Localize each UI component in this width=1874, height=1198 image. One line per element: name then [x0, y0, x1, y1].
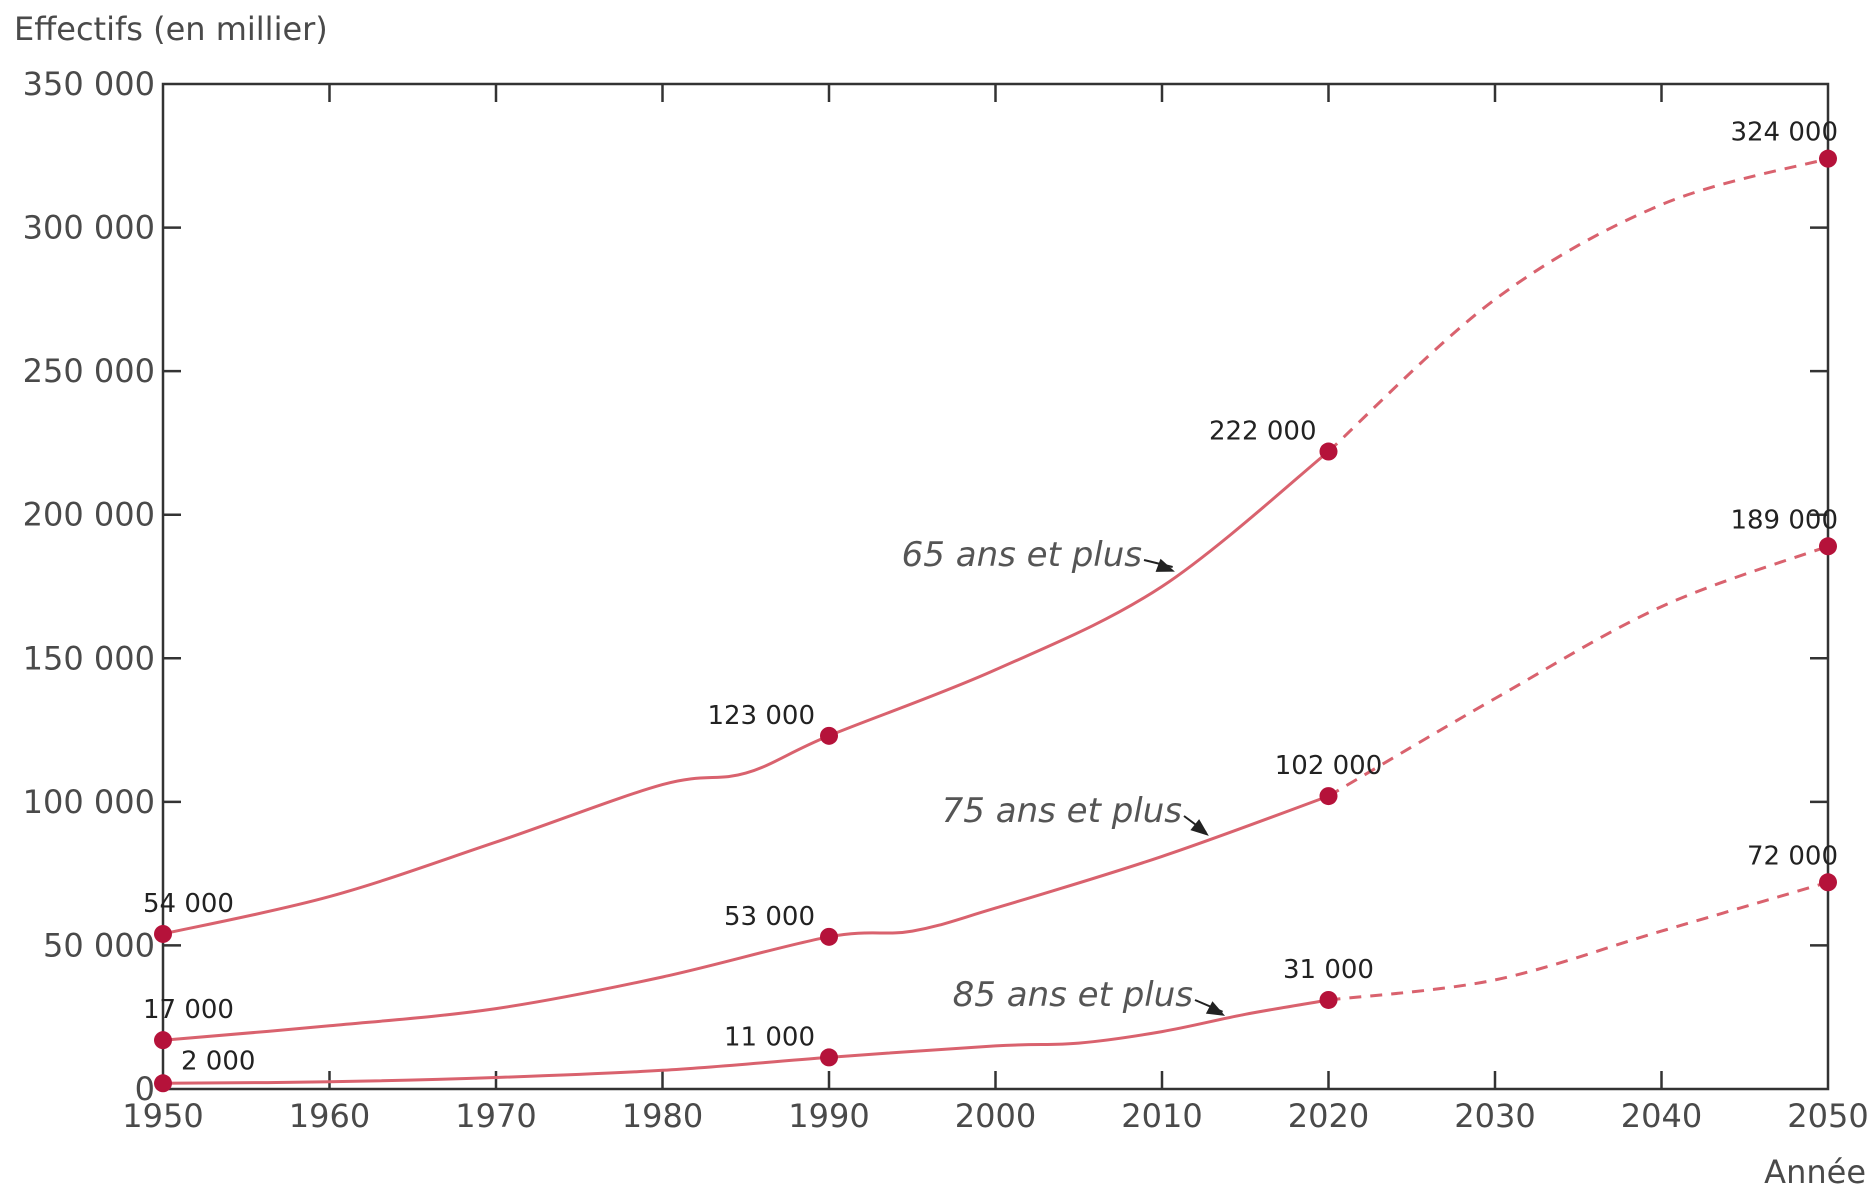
y-tick-label-350000: 350 000 — [23, 65, 155, 103]
marker-85-ans-et-plus-1950 — [154, 1074, 172, 1093]
marker-85-ans-et-plus-2020 — [1319, 990, 1338, 1009]
marker-85-ans-et-plus-1990 — [820, 1048, 838, 1067]
y-tick-label-300000: 300 000 — [23, 209, 155, 247]
data-markers: 54 000 123 000 222 000 324 000 17 000 53 000 1… — [143, 118, 1838, 1093]
marker-75-ans-et-plus-1950 — [154, 1031, 172, 1050]
series-label-arrowhead-65-ans-et-plus — [1155, 558, 1175, 572]
x-tick-label-1950: 1950 — [122, 1097, 203, 1135]
y-tick-label-250000: 250 000 — [23, 352, 155, 390]
data-label-65-ans-et-plus-1990: 123 000 — [707, 701, 815, 731]
data-label-65-ans-et-plus-2050: 324 000 — [1730, 118, 1838, 148]
plot-frame — [161, 82, 1830, 1091]
x-tick-label-2000: 2000 — [955, 1097, 1036, 1135]
x-tick-label-1990: 1990 — [788, 1097, 869, 1135]
series-label-75-ans-et-plus: 75 ans et plus — [942, 791, 1182, 831]
x-tick-label-1980: 1980 — [622, 1097, 703, 1135]
x-tick-label-1960: 1960 — [289, 1097, 370, 1135]
x-tick-label-2030: 2030 — [1454, 1097, 1535, 1135]
y-tick-label-150000: 150 000 — [23, 639, 155, 677]
series-label-arrowhead-85-ans-et-plus — [1205, 1001, 1226, 1016]
series-projection-85-ans-et-plus — [1328, 880, 1829, 1002]
marker-75-ans-et-plus-1990 — [820, 927, 838, 946]
data-label-75-ans-et-plus-2020: 102 000 — [1275, 751, 1383, 781]
series-labels: 65 ans et plus 75 ans et plus 85 ans et pl… — [902, 535, 1226, 1016]
data-label-85-ans-et-plus-1990: 11 000 — [724, 1022, 815, 1052]
y-tick-label-50000: 50 000 — [43, 926, 155, 964]
marker-85-ans-et-plus-2050 — [1819, 873, 1837, 892]
x-tick-label-2010: 2010 — [1121, 1097, 1202, 1135]
marker-65-ans-et-plus-1990 — [820, 726, 838, 745]
series-label-85-ans-et-plus: 85 ans et plus — [953, 975, 1193, 1015]
series-label-arrowhead-75-ans-et-plus — [1190, 819, 1209, 836]
x-tick-label-2040: 2040 — [1621, 1097, 1702, 1135]
axis-ticks: 1950 1960 1970 1980 1990 2000 2010 2020 2030 2040… — [23, 65, 1869, 1135]
y-tick-label-200000: 200 000 — [23, 496, 155, 534]
marker-65-ans-et-plus-2050 — [1819, 149, 1837, 168]
data-label-85-ans-et-plus-2020: 31 000 — [1283, 955, 1374, 985]
marker-65-ans-et-plus-2020 — [1319, 442, 1338, 461]
series-label-65-ans-et-plus: 65 ans et plus — [902, 535, 1142, 575]
data-label-75-ans-et-plus-1990: 53 000 — [724, 902, 815, 932]
data-label-85-ans-et-plus-2050: 72 000 — [1747, 841, 1838, 871]
data-label-65-ans-et-plus-2020: 222 000 — [1209, 417, 1317, 447]
marker-65-ans-et-plus-1950 — [154, 924, 172, 943]
series-line-75-ans-et-plus — [162, 794, 1330, 1042]
series-projection-75-ans-et-plus — [1327, 544, 1829, 798]
x-tick-label-2050: 2050 — [1787, 1097, 1868, 1135]
x-tick-label-2020: 2020 — [1288, 1097, 1369, 1135]
data-label-85-ans-et-plus-1950: 2 000 — [181, 1046, 255, 1076]
y-axis-title: Effectifs (en millier) — [14, 10, 328, 48]
series-lines — [162, 157, 1829, 1085]
data-label-75-ans-et-plus-1950: 17 000 — [143, 995, 234, 1025]
marker-75-ans-et-plus-2020 — [1319, 787, 1338, 806]
y-tick-label-0: 0 — [135, 1070, 155, 1108]
y-tick-label-100000: 100 000 — [23, 783, 155, 821]
x-tick-label-1970: 1970 — [455, 1097, 536, 1135]
data-label-75-ans-et-plus-2050: 189 000 — [1730, 505, 1838, 535]
data-label-65-ans-et-plus-1950: 54 000 — [143, 889, 234, 919]
series-line-65-ans-et-plus — [162, 450, 1330, 936]
marker-75-ans-et-plus-2050 — [1819, 537, 1837, 556]
x-axis-title: Année — [1764, 1153, 1866, 1191]
series-projection-65-ans-et-plus — [1327, 157, 1829, 453]
